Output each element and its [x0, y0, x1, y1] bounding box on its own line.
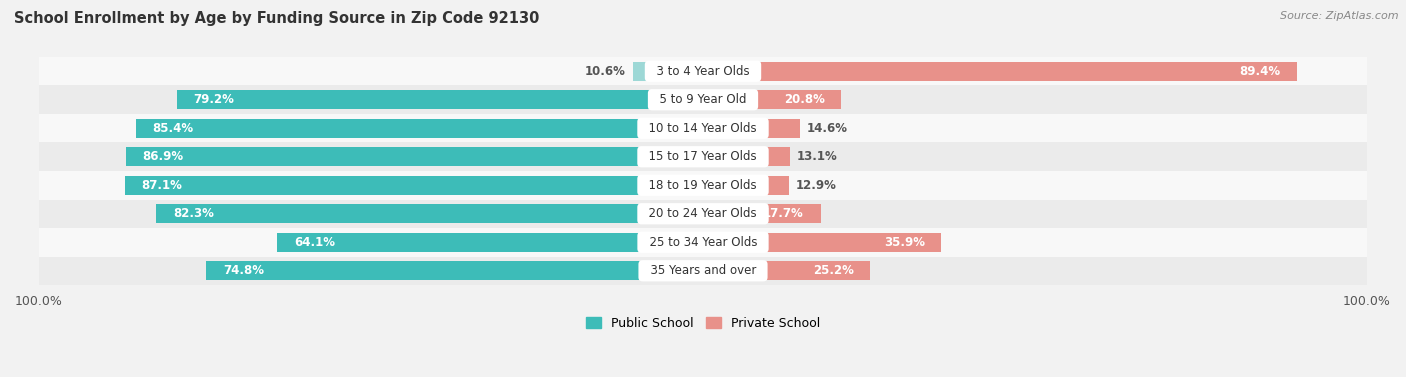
Text: 86.9%: 86.9% [142, 150, 184, 163]
Text: 35 Years and over: 35 Years and over [643, 264, 763, 277]
Text: 3 to 4 Year Olds: 3 to 4 Year Olds [650, 65, 756, 78]
Text: 64.1%: 64.1% [294, 236, 335, 249]
Bar [277, 233, 703, 252]
Text: 14.6%: 14.6% [807, 122, 848, 135]
Text: 10.6%: 10.6% [585, 65, 626, 78]
Bar [177, 90, 703, 109]
Text: 13.1%: 13.1% [797, 150, 838, 163]
Text: 25.2%: 25.2% [813, 264, 853, 277]
Bar [703, 176, 789, 195]
Bar [127, 147, 703, 166]
Bar [703, 61, 1296, 81]
Bar [125, 176, 703, 195]
Bar [633, 61, 703, 81]
Bar [703, 118, 800, 138]
Text: 17.7%: 17.7% [763, 207, 804, 220]
Bar [156, 204, 703, 224]
Text: 74.8%: 74.8% [224, 264, 264, 277]
Text: 79.2%: 79.2% [194, 93, 235, 106]
Text: 20.8%: 20.8% [783, 93, 824, 106]
Bar [703, 147, 790, 166]
Bar [39, 171, 1367, 199]
Bar [39, 86, 1367, 114]
Text: 87.1%: 87.1% [141, 179, 183, 192]
Text: 10 to 14 Year Olds: 10 to 14 Year Olds [641, 122, 765, 135]
Text: 15 to 17 Year Olds: 15 to 17 Year Olds [641, 150, 765, 163]
Text: 89.4%: 89.4% [1239, 65, 1279, 78]
Bar [39, 256, 1367, 285]
Bar [703, 261, 870, 280]
Text: School Enrollment by Age by Funding Source in Zip Code 92130: School Enrollment by Age by Funding Sour… [14, 11, 540, 26]
Text: 5 to 9 Year Old: 5 to 9 Year Old [652, 93, 754, 106]
Bar [39, 57, 1367, 86]
Text: 25 to 34 Year Olds: 25 to 34 Year Olds [641, 236, 765, 249]
Bar [136, 118, 703, 138]
Text: 20 to 24 Year Olds: 20 to 24 Year Olds [641, 207, 765, 220]
Bar [703, 90, 841, 109]
Text: Source: ZipAtlas.com: Source: ZipAtlas.com [1281, 11, 1399, 21]
Bar [39, 114, 1367, 143]
Legend: Public School, Private School: Public School, Private School [581, 312, 825, 335]
Bar [39, 228, 1367, 256]
Text: 35.9%: 35.9% [884, 236, 925, 249]
Bar [703, 204, 821, 224]
Bar [207, 261, 703, 280]
Text: 12.9%: 12.9% [796, 179, 837, 192]
Bar [703, 233, 942, 252]
Bar [39, 199, 1367, 228]
Bar [39, 143, 1367, 171]
Text: 85.4%: 85.4% [152, 122, 194, 135]
Text: 18 to 19 Year Olds: 18 to 19 Year Olds [641, 179, 765, 192]
Text: 82.3%: 82.3% [173, 207, 214, 220]
